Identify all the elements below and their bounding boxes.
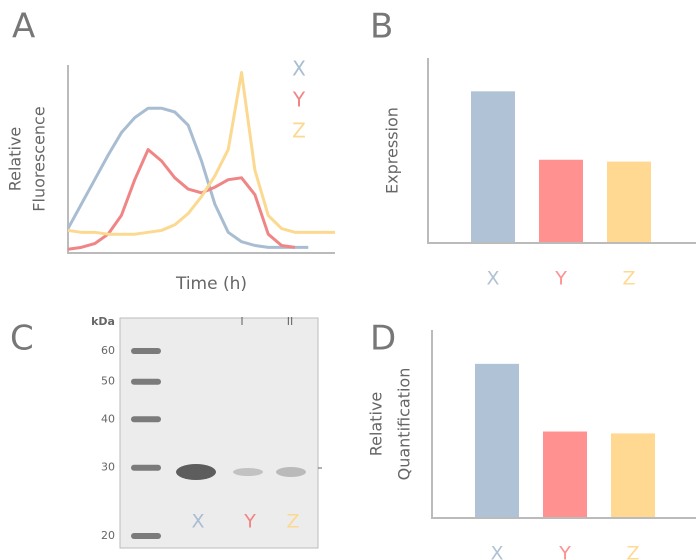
lane-label: I bbox=[240, 315, 243, 328]
panel-label: B bbox=[370, 7, 393, 47]
y-axis-label: Fluorescence bbox=[30, 106, 49, 211]
figure: ARelativeFluorescenceTime (h)XYZBExpress… bbox=[0, 0, 696, 560]
unit-label: kDa bbox=[91, 315, 115, 328]
y-tick-label: 40 bbox=[101, 412, 115, 425]
x-tick-label: Z bbox=[626, 543, 639, 560]
marker-band bbox=[131, 416, 161, 422]
lane-name: Y bbox=[243, 511, 256, 533]
x-tick-label: X bbox=[490, 543, 503, 560]
marker-band bbox=[131, 533, 161, 539]
bar bbox=[543, 432, 587, 518]
marker-band bbox=[131, 465, 161, 471]
bar bbox=[611, 433, 655, 518]
marker-band bbox=[131, 379, 161, 385]
lane-label: II bbox=[287, 315, 294, 328]
y-axis-label: Relative bbox=[367, 392, 386, 457]
bar bbox=[607, 162, 651, 243]
panel-label: C bbox=[10, 319, 34, 359]
sample-band bbox=[233, 468, 263, 476]
legend-label: Z bbox=[292, 119, 306, 143]
bar bbox=[471, 91, 515, 243]
panel-label: D bbox=[370, 319, 396, 359]
bar bbox=[475, 364, 519, 518]
y-axis-label: Expression bbox=[383, 107, 402, 194]
y-axis-label: Quantification bbox=[395, 368, 414, 481]
series-line bbox=[68, 108, 308, 247]
y-tick-label: 60 bbox=[101, 344, 115, 357]
sample-band bbox=[176, 464, 216, 480]
y-axis-label: Relative bbox=[6, 127, 25, 192]
y-tick-label: 50 bbox=[101, 375, 115, 388]
x-tick-label: X bbox=[486, 268, 499, 290]
marker-band bbox=[131, 348, 161, 354]
x-tick-label: Z bbox=[622, 268, 635, 290]
y-tick-label: 20 bbox=[101, 529, 115, 542]
lane-name: Z bbox=[286, 511, 299, 533]
y-tick-label: 30 bbox=[101, 461, 115, 474]
x-axis-label: Time (h) bbox=[175, 274, 247, 294]
x-tick-label: Y bbox=[558, 543, 571, 560]
legend-label: X bbox=[292, 57, 306, 81]
legend-label: Y bbox=[292, 88, 306, 112]
x-tick-label: Y bbox=[554, 268, 567, 290]
lane-name: X bbox=[191, 511, 204, 533]
bar bbox=[539, 160, 583, 243]
panel-label: A bbox=[12, 7, 35, 47]
sample-band bbox=[276, 467, 306, 477]
